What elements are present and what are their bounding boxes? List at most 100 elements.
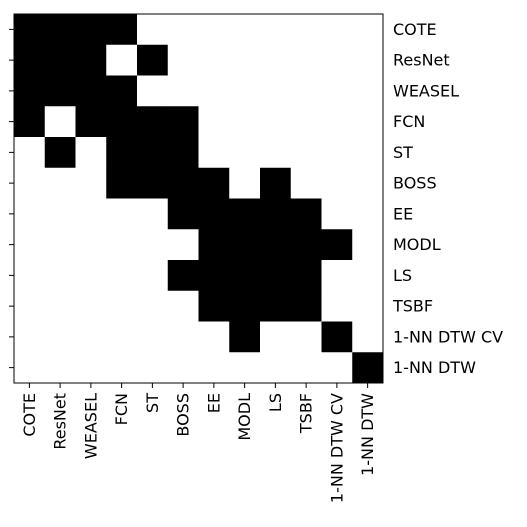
heatmap-cell — [167, 229, 199, 261]
heatmap-cell — [137, 106, 169, 138]
heatmap-cell — [75, 75, 107, 107]
heatmap-cell — [260, 229, 292, 261]
heatmap-cell — [14, 44, 46, 76]
row-label: LS — [393, 266, 412, 285]
row-label: EE — [393, 204, 413, 223]
heatmap-cell — [229, 14, 261, 46]
column-label: ResNet — [51, 393, 70, 450]
heatmap-cell — [198, 290, 230, 322]
heatmap-cell — [352, 198, 384, 230]
heatmap-cell — [352, 290, 384, 322]
heatmap-cell — [321, 290, 353, 322]
heatmap-cell — [137, 290, 169, 322]
heatmap-cell — [167, 44, 199, 76]
heatmap-cell — [290, 321, 322, 353]
heatmap-cell — [75, 352, 107, 384]
row-label: ResNet — [393, 51, 450, 70]
heatmap-cell — [321, 198, 353, 230]
heatmap-cell — [75, 137, 107, 169]
heatmap-cell — [352, 137, 384, 169]
heatmap-cell — [321, 229, 353, 261]
heatmap-cell — [167, 137, 199, 169]
heatmap-cell — [14, 75, 46, 107]
heatmap-cell — [75, 198, 107, 230]
heatmap-cell — [137, 14, 169, 46]
heatmap-cell — [321, 106, 353, 138]
heatmap-cell — [229, 106, 261, 138]
heatmap-cell — [198, 260, 230, 292]
heatmap-cell — [229, 352, 261, 384]
heatmap-cell — [229, 321, 261, 353]
heatmap-cell — [321, 321, 353, 353]
row-label: 1-NN DTW — [393, 358, 476, 377]
heatmap-cell — [75, 321, 107, 353]
heatmap-cell — [106, 352, 138, 384]
heatmap-cell — [14, 260, 46, 292]
column-label: 1-NN DTW — [358, 393, 377, 476]
column-label: 1-NN DTW CV — [327, 393, 346, 503]
heatmap-cell — [44, 352, 76, 384]
column-label: WEASEL — [81, 393, 100, 459]
heatmap-cell — [290, 260, 322, 292]
heatmap-cell — [167, 14, 199, 46]
heatmap-cell — [137, 260, 169, 292]
heatmap-cell — [321, 260, 353, 292]
y-axis-ticks — [9, 28, 14, 369]
heatmap-cell — [14, 167, 46, 199]
heatmap-cell — [106, 229, 138, 261]
heatmap-cell — [260, 106, 292, 138]
heatmap-cell — [198, 198, 230, 230]
heatmap-cell — [14, 106, 46, 138]
heatmap-cell — [137, 167, 169, 199]
column-labels: COTE ResNet WEASEL FCN ST BOSS EE MODL LS TSBF 1-N… — [20, 393, 377, 503]
heatmap-cell — [321, 75, 353, 107]
heatmap-cell — [352, 229, 384, 261]
heatmap-cell — [321, 137, 353, 169]
heatmap-cell — [290, 75, 322, 107]
column-label: FCN — [112, 393, 131, 425]
heatmap-cell — [321, 44, 353, 76]
heatmap-cell — [229, 44, 261, 76]
heatmap-cells — [14, 14, 384, 384]
heatmap-cell — [14, 198, 46, 230]
heatmap-cell — [167, 321, 199, 353]
heatmap-cell — [106, 290, 138, 322]
heatmap-cell — [290, 44, 322, 76]
x-axis-ticks — [28, 383, 369, 388]
heatmap-cell — [44, 106, 76, 138]
heatmap-cell — [106, 260, 138, 292]
heatmap-cell — [44, 198, 76, 230]
heatmap-cell — [198, 137, 230, 169]
row-label: ST — [393, 143, 413, 162]
heatmap-cell — [167, 75, 199, 107]
heatmap-cell — [75, 14, 107, 46]
heatmap-cell — [321, 14, 353, 46]
heatmap-cell — [229, 137, 261, 169]
heatmap-cell — [75, 167, 107, 199]
row-label: TSBF — [392, 297, 433, 316]
heatmap-cell — [167, 106, 199, 138]
heatmap-cell — [352, 44, 384, 76]
heatmap-cell — [229, 198, 261, 230]
heatmap-cell — [352, 260, 384, 292]
heatmap-cell — [229, 167, 261, 199]
heatmap-cell — [229, 75, 261, 107]
heatmap-cell — [14, 229, 46, 261]
row-label: BOSS — [393, 174, 437, 193]
column-label: TSBF — [297, 393, 316, 434]
heatmap-cell — [198, 352, 230, 384]
heatmap-cell — [260, 198, 292, 230]
heatmap-cell — [167, 198, 199, 230]
heatmap-cell — [352, 75, 384, 107]
heatmap-cell — [14, 290, 46, 322]
heatmap-cell — [290, 167, 322, 199]
row-label: WEASEL — [393, 81, 459, 100]
heatmap-cell — [352, 352, 384, 384]
heatmap-cell — [75, 290, 107, 322]
heatmap-cell — [106, 44, 138, 76]
heatmap-cell — [137, 229, 169, 261]
heatmap-cell — [198, 229, 230, 261]
heatmap-cell — [167, 260, 199, 292]
heatmap-cell — [137, 321, 169, 353]
heatmap-cell — [44, 260, 76, 292]
